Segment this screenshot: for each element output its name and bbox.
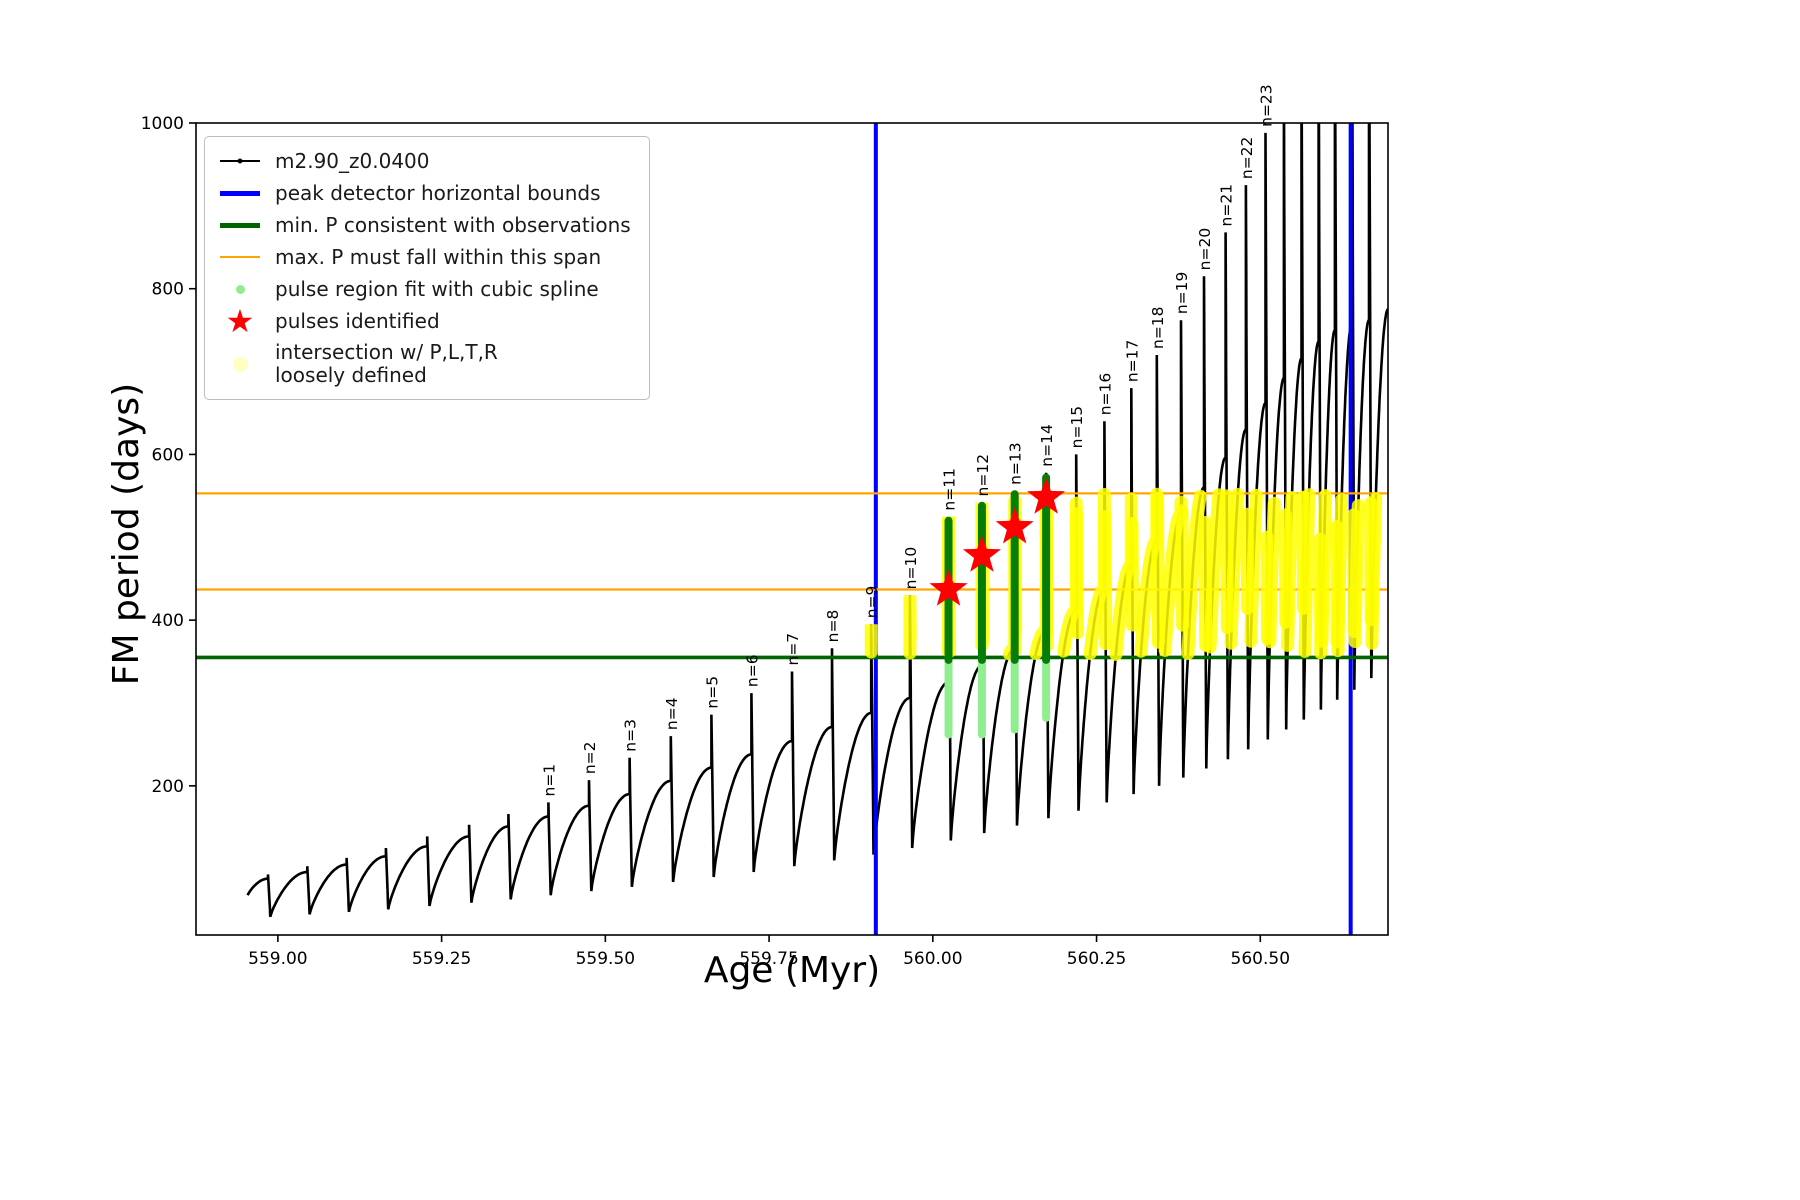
legend-item-intersection: intersection w/ P,L,T,R loosely defined <box>217 341 631 387</box>
star-icon: ★ <box>225 302 255 340</box>
svg-text:n=21: n=21 <box>1218 184 1236 227</box>
svg-text:200: 200 <box>152 777 184 797</box>
svg-text:1000: 1000 <box>141 114 184 134</box>
svg-text:560.50: 560.50 <box>1231 949 1290 969</box>
legend-item-max-p: max. P must fall within this span <box>217 245 631 269</box>
legend-item-bounds: peak detector horizontal bounds <box>217 181 631 205</box>
svg-text:560.25: 560.25 <box>1067 949 1126 969</box>
svg-text:n=3: n=3 <box>622 719 640 752</box>
svg-text:559.50: 559.50 <box>576 949 635 969</box>
svg-text:559.25: 559.25 <box>412 949 471 969</box>
svg-text:n=11: n=11 <box>940 468 958 511</box>
intersection-dot-icon <box>217 356 263 372</box>
svg-text:n=14: n=14 <box>1038 424 1056 467</box>
svg-text:n=19: n=19 <box>1173 272 1191 315</box>
svg-text:n=17: n=17 <box>1123 340 1141 383</box>
svg-text:800: 800 <box>152 280 184 300</box>
svg-text:n=18: n=18 <box>1149 306 1167 349</box>
x-axis-label: Age (Myr) <box>703 950 881 991</box>
svg-text:n=7: n=7 <box>784 633 802 666</box>
svg-text:n=15: n=15 <box>1068 406 1086 449</box>
svg-text:n=22: n=22 <box>1238 137 1256 180</box>
legend-label: max. P must fall within this span <box>275 244 602 269</box>
legend-label: pulse region fit with cubic spline <box>275 276 599 301</box>
bounds-line-icon <box>217 190 263 196</box>
svg-text:n=6: n=6 <box>743 654 761 687</box>
legend-label: pulses identified <box>275 308 440 333</box>
svg-text:n=12: n=12 <box>974 454 992 497</box>
legend-item-min-p: min. P consistent with observations <box>217 213 631 237</box>
svg-text:600: 600 <box>152 445 184 465</box>
min-p-line-icon <box>217 222 263 228</box>
spline-dot-icon <box>217 284 263 294</box>
legend-item-spline: pulse region fit with cubic spline <box>217 277 631 301</box>
svg-text:n=20: n=20 <box>1196 228 1214 271</box>
legend-item-pulses: ★ pulses identified <box>217 302 631 340</box>
legend-label: m2.90_z0.0400 <box>275 148 430 173</box>
svg-text:n=16: n=16 <box>1096 373 1114 416</box>
svg-text:n=9: n=9 <box>863 586 881 619</box>
y-axis-label: FM period (days) <box>106 382 147 686</box>
legend-item-series: m2.90_z0.0400 <box>217 149 631 173</box>
svg-text:400: 400 <box>152 611 184 631</box>
svg-text:n=1: n=1 <box>540 764 558 797</box>
series-line-icon <box>217 159 263 163</box>
svg-text:n=13: n=13 <box>1007 442 1025 485</box>
legend-label: peak detector horizontal bounds <box>275 180 601 205</box>
svg-text:n=5: n=5 <box>703 676 721 709</box>
svg-text:n=4: n=4 <box>663 697 681 730</box>
legend-label: intersection w/ P,L,T,R loosely defined <box>275 340 498 387</box>
legend: m2.90_z0.0400 peak detector horizontal b… <box>204 136 650 400</box>
svg-text:559.00: 559.00 <box>248 949 307 969</box>
svg-text:560.00: 560.00 <box>903 949 962 969</box>
max-p-line-icon <box>217 255 263 259</box>
legend-label: min. P consistent with observations <box>275 212 631 237</box>
svg-text:n=23: n=23 <box>1258 84 1276 127</box>
svg-text:n=10: n=10 <box>902 547 920 590</box>
svg-text:559.75: 559.75 <box>739 949 798 969</box>
svg-text:n=2: n=2 <box>581 741 599 774</box>
svg-text:n=8: n=8 <box>824 610 842 643</box>
